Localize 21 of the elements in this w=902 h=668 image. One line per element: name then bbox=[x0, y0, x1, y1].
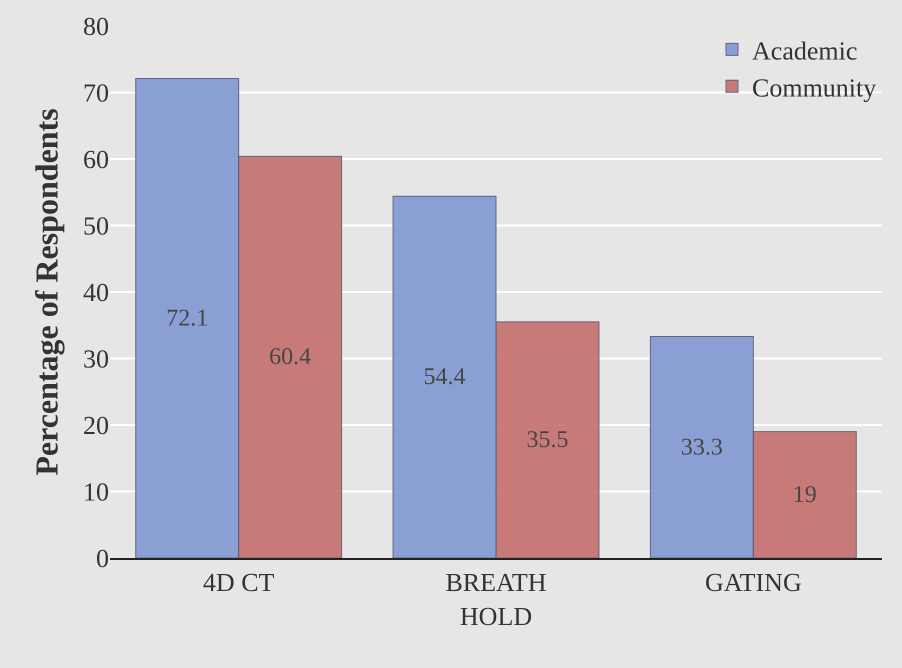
y-tick-label: 20 bbox=[83, 411, 109, 440]
x-tick-label: GATING bbox=[704, 568, 802, 598]
y-tick-label: 40 bbox=[83, 278, 109, 308]
y-tick-label: 30 bbox=[83, 344, 109, 374]
data-label: 54.4 bbox=[424, 364, 466, 390]
x-tick-label: BREATH HOLD bbox=[445, 568, 547, 631]
data-label: 35.5 bbox=[526, 426, 568, 453]
legend-label: Academic bbox=[752, 36, 858, 66]
y-axis-title: Percentage of Respondents bbox=[28, 108, 66, 476]
y-tick-label: 70 bbox=[83, 78, 109, 108]
y-tick-label: 10 bbox=[83, 478, 109, 507]
y-tick-label: 80 bbox=[83, 12, 109, 42]
x-tick-label: 4D CT bbox=[202, 568, 275, 598]
data-label: 33.3 bbox=[680, 434, 723, 460]
data-label: 60.4 bbox=[269, 344, 312, 370]
data-label: 72.1 bbox=[166, 305, 208, 332]
y-tick-label: 60 bbox=[83, 145, 109, 174]
y-tick-label: 50 bbox=[83, 212, 109, 241]
y-tick-label: 0 bbox=[96, 544, 109, 574]
data-label: 19 bbox=[792, 482, 817, 508]
legend-label: Community bbox=[752, 73, 876, 102]
